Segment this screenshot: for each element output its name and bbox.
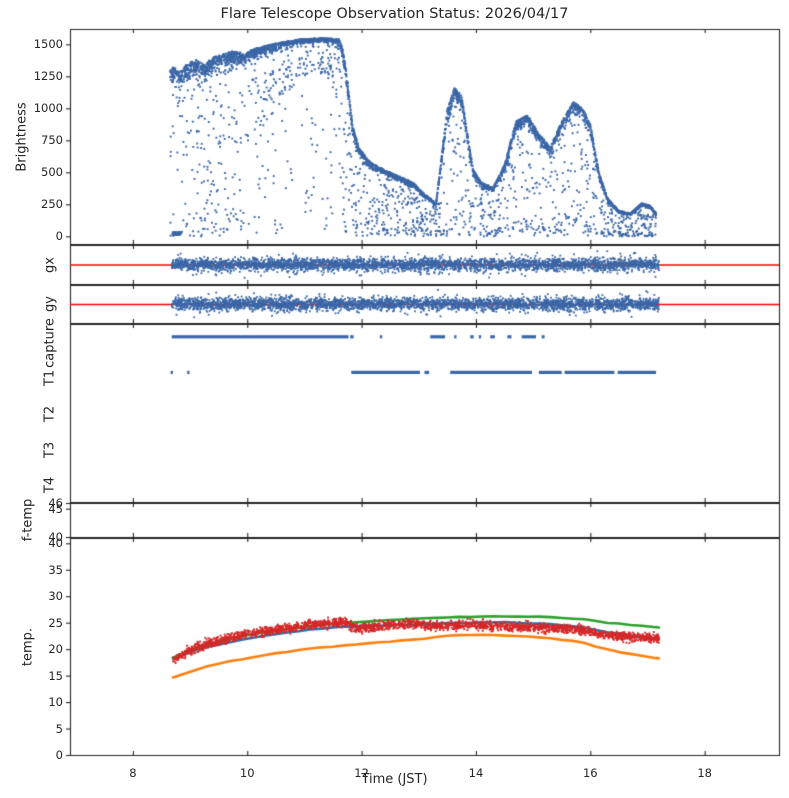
x-tick-12: 12	[354, 766, 369, 780]
brightness-tick-750: 750	[41, 133, 63, 148]
temp-tick-15: 15	[48, 668, 63, 683]
brightness-axis-label: Brightness	[14, 101, 30, 172]
brightness-tick-1250: 1250	[33, 69, 63, 84]
status-row-label-capture: capture	[42, 317, 58, 368]
temp-tick-25: 25	[48, 615, 63, 630]
gx-axis-label: gx	[42, 256, 58, 273]
ftemp-tick-40: 40	[48, 530, 63, 544]
temp-tick-10: 10	[48, 695, 63, 710]
temp-tick-20: 20	[48, 642, 63, 657]
page-title: Flare Telescope Observation Status: 2026…	[220, 6, 569, 22]
x-tick-14: 14	[468, 766, 484, 780]
x-axis-label: Time (JST)	[361, 772, 428, 787]
status-row-label-t1: T1	[42, 370, 58, 387]
temp-axis-label: temp.	[20, 627, 36, 666]
status-row-label-t4: T4	[42, 477, 58, 494]
x-tick-16: 16	[582, 766, 598, 780]
status-row-label-t2: T2	[42, 405, 58, 423]
ftemp-tick-45: 45	[48, 501, 63, 516]
brightness-tick-250: 250	[41, 197, 63, 212]
x-tick-8: 8	[129, 766, 137, 780]
brightness-tick-500: 500	[41, 165, 63, 180]
temp-tick-30: 30	[48, 589, 63, 604]
temp-tick-5: 5	[55, 721, 63, 736]
brightness-tick-1500: 1500	[33, 37, 63, 52]
brightness-tick-0: 0	[55, 229, 63, 244]
temp-tick-0: 0	[55, 748, 63, 762]
brightness-tick-1000: 1000	[33, 101, 63, 116]
ftemp-tick-46: 46	[48, 496, 63, 510]
status-row-label-t3: T3	[42, 441, 58, 458]
temp-tick-35: 35	[48, 562, 63, 577]
ftemp-axis-label: f-temp	[20, 498, 36, 542]
x-tick-10: 10	[239, 766, 255, 780]
x-tick-18: 18	[697, 766, 712, 780]
temp-tick-40: 40	[48, 536, 63, 551]
gy-axis-label: gy	[42, 296, 58, 312]
